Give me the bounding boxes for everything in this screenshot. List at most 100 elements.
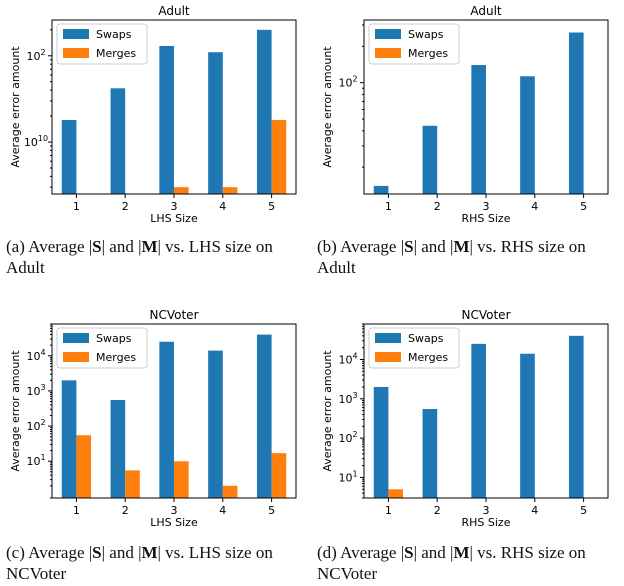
legend-swatch-merges [63, 48, 89, 58]
y-tick-label: 104 [26, 348, 45, 363]
x-axis-label: RHS Size [462, 212, 511, 225]
legend-swatch-swaps [63, 333, 89, 343]
swaps-bar-2 [422, 409, 438, 498]
swaps-bar-5 [256, 334, 272, 498]
legend: Swaps Merges [368, 327, 460, 369]
x-tick-label: 5 [268, 504, 275, 517]
x-tick-label: 3 [171, 504, 178, 517]
swaps-bar-3 [471, 65, 486, 195]
y-tick-label: 102 [338, 75, 357, 90]
swaps-bar-2 [110, 88, 126, 194]
x-axis-label: LHS Size [150, 212, 198, 225]
legend-swatch-swaps [375, 29, 401, 39]
swaps-bar-3 [159, 341, 174, 498]
swaps-bar-4 [208, 350, 223, 498]
swaps-bar-4 [208, 52, 223, 194]
legend-label-swaps: Swaps [408, 28, 444, 41]
x-tick-label: 4 [531, 200, 538, 213]
swaps-bar-4 [520, 76, 535, 194]
y-tick-label: 102 [26, 418, 45, 433]
y-tick-label: 102 [26, 48, 45, 63]
merges-bar-1 [76, 435, 92, 498]
x-tick-label: 2 [434, 504, 441, 517]
chart-title: Adult [158, 4, 190, 18]
x-tick-label: 4 [219, 200, 226, 213]
x-tick-label: 3 [483, 200, 490, 213]
legend-label-swaps: Swaps [96, 28, 132, 41]
x-axis-label: LHS Size [150, 516, 198, 529]
legend-label-merges: Merges [96, 47, 136, 60]
y-axis-label: Average error amount [9, 350, 22, 472]
x-tick-label: 2 [122, 200, 129, 213]
x-tick-label: 4 [219, 504, 226, 517]
merges-bar-3 [174, 461, 189, 498]
x-tick-label: 2 [434, 200, 441, 213]
x-tick-label: 4 [531, 504, 538, 517]
x-tick-label: 5 [268, 200, 275, 213]
legend: Swaps Merges [56, 327, 148, 369]
chart-title: NCVoter [462, 308, 511, 322]
swaps-bar-5 [256, 29, 272, 194]
y-tick-label: 102 [338, 430, 357, 445]
x-tick-label: 1 [385, 504, 392, 517]
legend-label-swaps: Swaps [96, 332, 132, 345]
chart-title: Adult [470, 4, 502, 18]
x-tick-label: 2 [122, 504, 129, 517]
merges-bar-4 [222, 187, 238, 194]
y-axis-label: Average error amount [9, 46, 22, 168]
x-tick-label: 1 [385, 200, 392, 213]
chart-adult-rhs: Adult 1 2 3 4 5 102 RHS Size Average error amoun… [321, 4, 609, 225]
swaps-bar-4 [520, 353, 535, 498]
legend-swatch-swaps [63, 29, 89, 39]
caption-d: (d) Average |S| and |M| vs. RHS size on N… [317, 543, 586, 583]
swaps-bar-1 [61, 120, 77, 194]
merges-bar-5 [271, 453, 287, 498]
swaps-bar-5 [568, 335, 584, 498]
legend: Swaps Merges [368, 23, 460, 65]
x-tick-label: 5 [580, 504, 587, 517]
legend: Swaps Merges [56, 23, 148, 65]
swaps-bar-2 [422, 125, 438, 194]
chart-ncvoter-rhs: NCVoter 1 2 3 4 5 101 102 103 104 RHS Size Average … [321, 308, 609, 529]
swaps-bar-5 [568, 32, 584, 195]
chart-adult-lhs: Adult 1 2 3 4 5 1010 102 LHS Size Average error a… [9, 4, 297, 225]
x-axis-label: RHS Size [462, 516, 511, 529]
y-tick-label: 104 [338, 352, 357, 367]
legend-swatch-merges [375, 48, 401, 58]
y-tick-label: 103 [338, 391, 357, 406]
swaps-bar-1 [61, 380, 77, 498]
legend-swatch-swaps [375, 333, 401, 343]
swaps-bar-1 [373, 386, 389, 498]
y-tick-label: 101 [338, 469, 357, 484]
chart-ncvoter-lhs: NCVoter 1 2 3 4 5 101 102 103 104 LHS Size Average … [9, 308, 297, 529]
merges-bar-5 [271, 120, 287, 194]
chart-title: NCVoter [150, 308, 199, 322]
swaps-bar-2 [110, 400, 126, 498]
legend-swatch-merges [63, 352, 89, 362]
y-tick-label: 103 [26, 383, 45, 398]
swaps-bar-1 [373, 185, 389, 194]
x-tick-label: 3 [171, 200, 178, 213]
swaps-bar-3 [471, 343, 486, 498]
merges-bar-4 [222, 485, 238, 498]
legend-swatch-merges [375, 352, 401, 362]
x-tick-label: 5 [580, 200, 587, 213]
y-axis-label: Average error amount [321, 350, 334, 472]
x-tick-label: 1 [73, 504, 80, 517]
x-tick-label: 3 [483, 504, 490, 517]
caption-c: (c) Average |S| and |M| vs. LHS size on N… [6, 543, 273, 583]
legend-label-merges: Merges [96, 351, 136, 364]
y-tick-label: 1010 [24, 134, 48, 149]
legend-label-merges: Merges [408, 351, 448, 364]
merges-bar-1 [388, 489, 404, 498]
swaps-bar-3 [159, 45, 174, 194]
legend-label-merges: Merges [408, 47, 448, 60]
legend-label-swaps: Swaps [408, 332, 444, 345]
merges-bar-3 [174, 187, 189, 194]
caption-b: (b) Average |S| and |M| vs. RHS size on A… [317, 237, 586, 277]
x-tick-label: 1 [73, 200, 80, 213]
y-tick-label: 101 [26, 453, 45, 468]
y-axis-label: Average error amount [321, 46, 334, 168]
merges-bar-2 [125, 470, 140, 498]
caption-a: (a) Average |S| and |M| vs. LHS size on A… [6, 237, 273, 277]
